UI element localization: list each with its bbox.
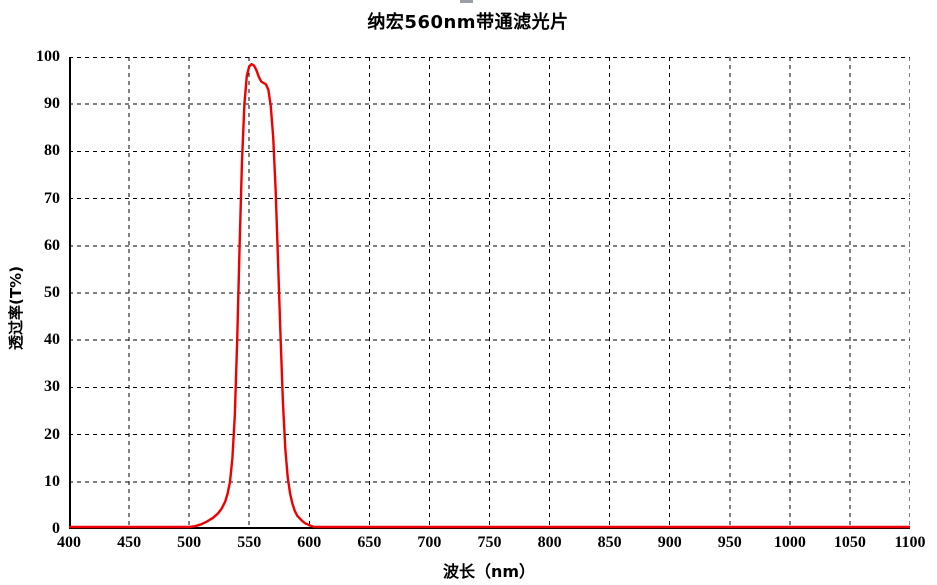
x-tick-label-750: 750 xyxy=(477,534,502,551)
y-tick-label-10: 10 xyxy=(44,472,60,490)
x-tick-label-650: 650 xyxy=(357,534,382,551)
chart-title: 纳宏560nm带通滤光片 xyxy=(367,12,569,33)
grid-lines xyxy=(69,57,910,528)
y-tick-label-30: 30 xyxy=(44,378,60,396)
x-tick-label-500: 500 xyxy=(177,534,202,551)
x-tick-label-800: 800 xyxy=(537,534,562,551)
x-tick-label-950: 950 xyxy=(717,534,742,551)
x-tick-label-850: 850 xyxy=(597,534,622,551)
transmittance-curve xyxy=(69,62,910,529)
x-tick-label-450: 450 xyxy=(117,534,142,551)
y-axis-title: 透过率(T%) xyxy=(7,266,25,350)
y-tick-label-0: 0 xyxy=(52,520,60,537)
y-tick-label-100: 100 xyxy=(36,48,60,65)
plot-area xyxy=(69,57,910,529)
x-tick-label-900: 900 xyxy=(657,534,682,551)
x-axis-title: 波长（nm） xyxy=(442,562,536,581)
y-tick-label-80: 80 xyxy=(44,142,60,160)
plot-svg xyxy=(69,57,910,529)
x-tick-label-400: 400 xyxy=(57,534,81,551)
x-tick-label-600: 600 xyxy=(297,534,322,551)
y-tick-label-50: 50 xyxy=(44,284,60,301)
y-tick-label-90: 90 xyxy=(44,95,60,113)
x-tick-label-700: 700 xyxy=(417,534,442,551)
y-tick-label-20: 20 xyxy=(44,425,60,443)
top-artifact-bar xyxy=(460,0,473,3)
x-tick-label-1000: 1000 xyxy=(773,534,806,551)
y-tick-label-40: 40 xyxy=(44,331,60,349)
x-tick-label-550: 550 xyxy=(237,534,262,551)
y-tick-label-60: 60 xyxy=(44,236,60,254)
x-tick-label-1050: 1050 xyxy=(833,534,866,551)
y-tick-label-70: 70 xyxy=(44,189,60,207)
x-tick-label-1100: 1100 xyxy=(894,534,926,551)
